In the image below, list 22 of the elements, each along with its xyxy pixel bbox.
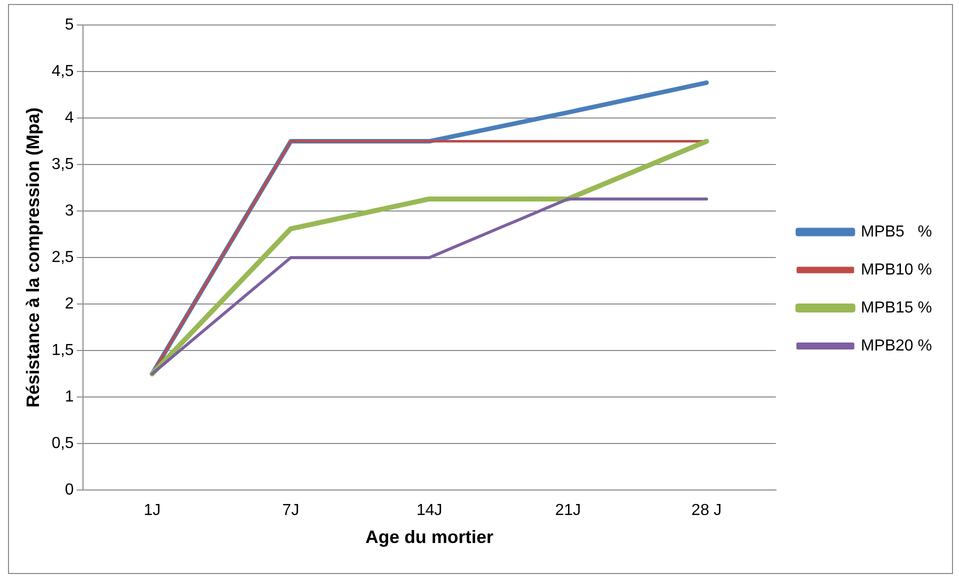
legend-label: MPB5 % (860, 223, 932, 240)
y-tick-label: 0,5 (52, 435, 74, 452)
y-tick-label: 5 (64, 16, 74, 34)
x-tick-label: 28 J (691, 502, 722, 520)
x-tick-label: 7J (282, 502, 300, 520)
y-tick-label: 1,5 (52, 342, 74, 360)
legend-label: MPB15 % (860, 299, 932, 316)
x-tick-label: 14J (416, 502, 442, 520)
legend-label: MPB10 % (860, 261, 932, 278)
y-tick-label: 2 (64, 296, 74, 313)
y-tick-label: 3,5 (52, 156, 74, 173)
y-tick-label: 4,5 (52, 62, 74, 80)
y-tick-label: 0 (64, 482, 74, 499)
x-tick-label: 21J (555, 502, 581, 520)
y-tick-label: 2,5 (52, 249, 74, 266)
y-tick-label: 4 (64, 109, 74, 126)
x-axis-title: Age du mortier (365, 527, 494, 548)
x-tick-label: 1J (144, 502, 161, 520)
y-axis-title: Résistance à la compression (Mpa) (22, 108, 43, 408)
legend-label: MPB20 % (860, 337, 932, 354)
y-tick-label: 1 (64, 388, 74, 406)
y-tick-label: 3 (64, 202, 74, 220)
